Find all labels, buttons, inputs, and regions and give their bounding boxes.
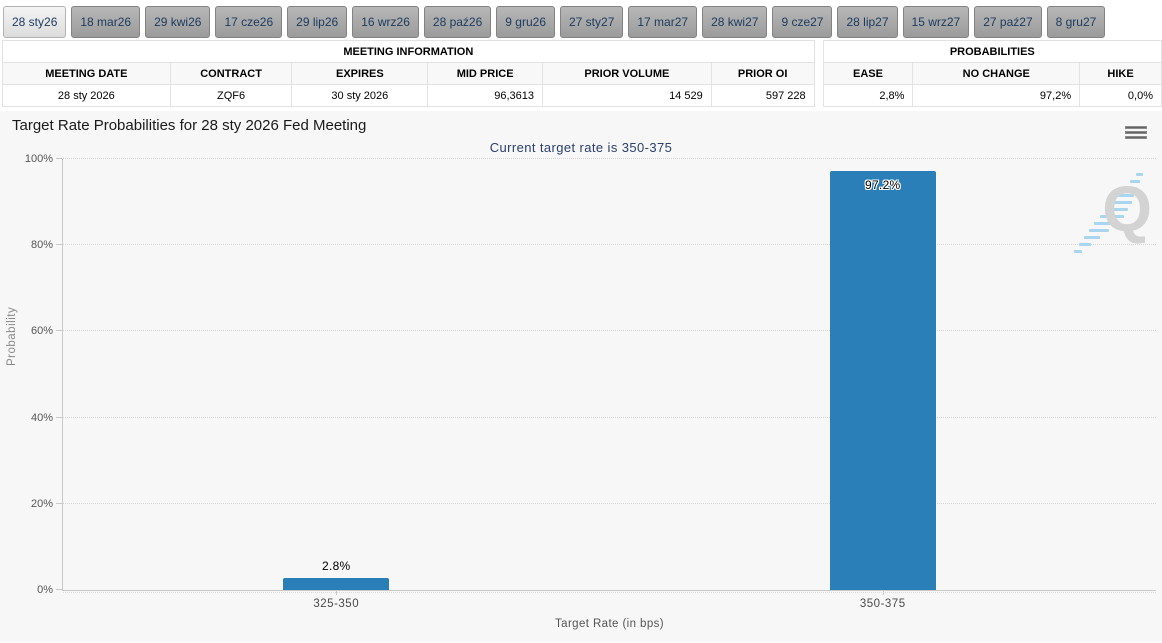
y-tick — [56, 330, 62, 332]
meeting-tab[interactable]: 29 kwi26 — [145, 6, 211, 38]
cell: 97,2% — [912, 84, 1081, 107]
column-header: HIKE — [1079, 62, 1162, 85]
y-tick — [56, 416, 62, 418]
y-tick-label: 80% — [30, 239, 53, 252]
probabilities-title: PROBABILITIES — [822, 40, 1162, 63]
meeting-tab[interactable]: 28 sty26 — [3, 6, 67, 38]
watermark-dash — [1118, 194, 1134, 197]
meeting-tab[interactable]: 17 cze26 — [215, 6, 283, 38]
watermark-dash — [1084, 236, 1100, 239]
meeting-tab[interactable]: 18 mar26 — [71, 6, 141, 38]
y-tick — [56, 158, 62, 159]
meeting-tab[interactable]: 9 cze27 — [772, 6, 833, 38]
cell: 96,3613 — [427, 84, 544, 107]
chart-title: Target Rate Probabilities for 28 sty 202… — [12, 117, 367, 134]
meeting-info-table: MEETING INFORMATION MEETING DATE CONTRAC… — [2, 40, 815, 107]
watermark-dash — [1079, 243, 1091, 246]
y-tick-label: 100% — [24, 153, 53, 165]
bar-value-label: 97.2% — [864, 178, 901, 193]
column-header: PRIOR OI — [710, 62, 815, 85]
bar[interactable] — [283, 577, 390, 590]
watermark-dash — [1124, 187, 1137, 190]
gridline — [63, 416, 1156, 418]
gridline — [63, 330, 1156, 332]
watermark-dash — [1094, 222, 1118, 225]
cell: 0,0% — [1079, 84, 1162, 107]
column-header: PRIOR VOLUME — [542, 62, 712, 85]
y-tick-label: 20% — [30, 497, 53, 510]
meeting-tab[interactable]: 27 sty27 — [560, 6, 624, 38]
x-category-label: 325-350 — [313, 598, 360, 610]
chart: Target Rate Probabilities for 28 sty 202… — [0, 111, 1162, 642]
meeting-tab[interactable]: 29 lip26 — [287, 6, 348, 38]
watermark-dash — [1100, 215, 1124, 218]
watermark-dash — [1089, 229, 1109, 232]
gridline — [63, 158, 1156, 159]
watermark-dash — [1130, 180, 1140, 183]
cell: ZQF6 — [169, 84, 293, 107]
chart-menu-button[interactable] — [1122, 121, 1150, 144]
summary-tables: MEETING INFORMATION MEETING DATE CONTRAC… — [2, 40, 1162, 107]
x-tick — [882, 590, 884, 595]
hamburger-icon — [1125, 136, 1147, 139]
meeting-tab[interactable]: 15 wrz27 — [902, 6, 970, 38]
y-tick — [56, 244, 62, 246]
meeting-tab[interactable]: 27 paź27 — [974, 6, 1042, 38]
meeting-info-title: MEETING INFORMATION — [2, 40, 815, 63]
watermark: Q — [1074, 163, 1156, 255]
gridline — [63, 502, 1156, 504]
cell: 2,8% — [822, 84, 914, 107]
cell: 28 sty 2026 — [2, 84, 171, 107]
cell: 30 sty 2026 — [291, 84, 429, 107]
plot-area: 0% 20% 40% 60% 80% 100% 2.8% 325-350 97.2% 350-37… — [25, 153, 1156, 630]
x-tick — [336, 590, 338, 595]
column-header: EXPIRES — [291, 62, 429, 85]
probabilities-table: PROBABILITIES EASE NO CHANGE HIKE 2,8% 9… — [822, 40, 1162, 107]
column-header: MEETING DATE — [2, 62, 171, 85]
probabilities-row: 2,8% 97,2% 0,0% — [822, 84, 1162, 107]
bar[interactable] — [829, 171, 936, 590]
hamburger-icon — [1125, 131, 1147, 134]
y-tick — [56, 589, 62, 590]
gridline — [63, 244, 1156, 246]
cell: 14 529 — [542, 84, 712, 107]
meeting-tab[interactable]: 28 lip27 — [837, 6, 898, 38]
chart-subtitle: Current target rate is 350-375 — [489, 140, 673, 155]
watermark-q-logo: Q — [1102, 173, 1152, 245]
meeting-tab[interactable]: 8 gru27 — [1046, 6, 1106, 38]
cell: 597 228 — [710, 84, 815, 107]
meeting-tab[interactable]: 16 wrz26 — [352, 6, 419, 38]
meeting-tab[interactable]: 17 mar27 — [628, 6, 698, 38]
meeting-tabs-bar: 28 sty26 18 mar26 29 kwi26 17 cze26 29 l… — [0, 0, 1162, 38]
y-tick-label: 40% — [30, 411, 53, 424]
x-axis-title: Target Rate (in bps) — [555, 618, 664, 630]
meeting-tab[interactable]: 28 paź26 — [423, 6, 492, 38]
column-header: EASE — [822, 62, 914, 85]
column-header: NO CHANGE — [912, 62, 1081, 85]
meeting-tab[interactable]: 9 gru26 — [496, 6, 555, 38]
meeting-info-row: 28 sty 2026 ZQF6 30 sty 2026 96,3613 14 … — [2, 84, 815, 107]
watermark-dash — [1136, 173, 1143, 176]
hamburger-icon — [1125, 126, 1147, 129]
watermark-dash — [1106, 208, 1128, 211]
watermark-dash — [1074, 250, 1082, 253]
column-header: CONTRACT — [169, 62, 293, 85]
column-header: MID PRICE — [427, 62, 544, 85]
bar-value-label: 2.8% — [321, 558, 351, 573]
x-category-label: 350-375 — [859, 598, 906, 610]
watermark-dash — [1112, 201, 1132, 204]
meeting-tab[interactable]: 28 kwi27 — [702, 6, 768, 38]
y-tick-label: 0% — [37, 584, 53, 596]
y-tick-label: 60% — [30, 325, 53, 338]
y-tick — [56, 502, 62, 504]
